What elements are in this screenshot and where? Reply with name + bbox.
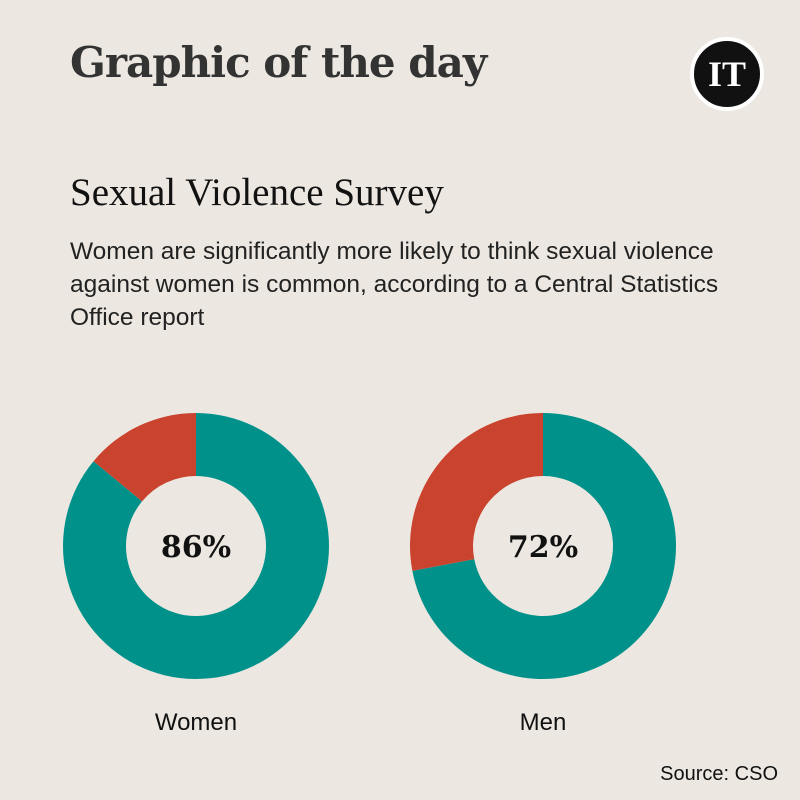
donut-remainder-women — [93, 413, 196, 502]
donut-remainder-men — [410, 413, 543, 571]
logo-text: IT — [707, 54, 747, 94]
donut-value-label: 72% — [508, 530, 578, 565]
donut-category-label: Men — [520, 709, 567, 736]
donut-slice-men — [412, 413, 677, 679]
logo: IT — [690, 37, 764, 111]
chart-title: Sexual Violence Survey — [70, 171, 444, 214]
donut-slice-women — [62, 413, 329, 679]
source-note: Source: CSO — [660, 763, 778, 785]
header-title: Graphic of the day — [70, 38, 487, 87]
chart-subtitle: Women are significantly more likely to t… — [70, 238, 719, 331]
donut-value-label: 86% — [161, 530, 231, 565]
donut-category-label: Women — [155, 709, 237, 736]
